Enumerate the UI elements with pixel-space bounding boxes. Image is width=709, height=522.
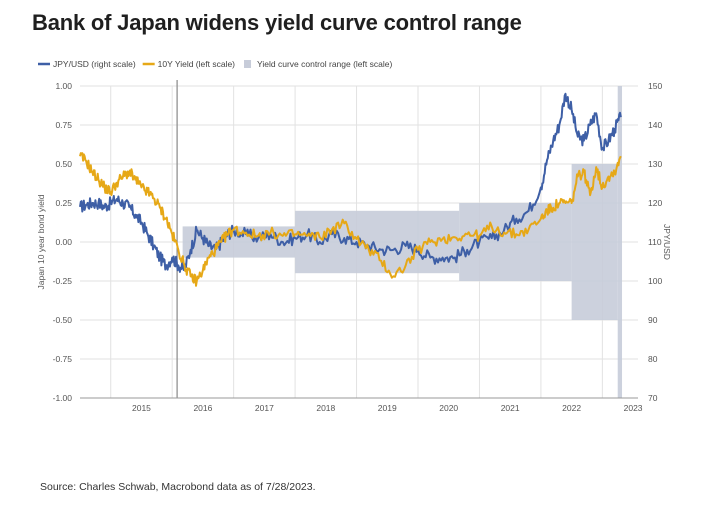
x-tick-label: 2023 — [624, 403, 643, 413]
y2-tick-label: 130 — [648, 159, 662, 169]
y2-tick-label: 140 — [648, 120, 662, 130]
y-tick-label: -1.00 — [53, 393, 73, 403]
page-title: Bank of Japan widens yield curve control… — [32, 10, 522, 35]
chart: JPY/USD (right scale) 10Y Yield (left sca… — [30, 52, 674, 422]
y-tick-label: -0.25 — [53, 276, 73, 286]
y2-tick-label: 150 — [648, 81, 662, 91]
x-tick-label: 2017 — [255, 403, 274, 413]
x-tick-label: 2020 — [439, 403, 458, 413]
series-line-yield-10y — [79, 152, 622, 287]
y2-tick-label: 70 — [648, 393, 658, 403]
legend: JPY/USD (right scale) 10Y Yield (left sca… — [38, 59, 392, 69]
legend-swatch-2 — [244, 60, 252, 68]
axes: 1.00 0.75 0.50 0.25 0.00 -0.25 -0.50 -0.75 -1.00… — [36, 81, 672, 413]
ycc-band-segment — [459, 203, 572, 281]
y2-tick-label: 110 — [648, 237, 662, 247]
y2-tick-label: 90 — [648, 315, 658, 325]
y-tick-label: 0.75 — [55, 120, 72, 130]
x-tick-label: 2016 — [193, 403, 212, 413]
y2-tick-label: 120 — [648, 198, 662, 208]
ycc-bands — [182, 86, 623, 398]
y2-tick-label: 100 — [648, 276, 662, 286]
y2-tick-label: 80 — [648, 354, 658, 364]
x-tick-label: 2015 — [132, 403, 151, 413]
y-tick-label: 1.00 — [55, 81, 72, 91]
ycc-band-segment — [617, 86, 623, 398]
x-tick-label: 2022 — [562, 403, 581, 413]
series-lines — [79, 92, 622, 287]
y-tick-label: -0.75 — [53, 354, 73, 364]
x-tick-label: 2021 — [501, 403, 520, 413]
legend-label-2: Yield curve control range (left scale) — [257, 59, 392, 69]
chart-svg: JPY/USD (right scale) 10Y Yield (left sca… — [36, 59, 672, 413]
y-tick-label: 0.00 — [55, 237, 72, 247]
y-tick-label: -0.50 — [53, 315, 73, 325]
source-note: Source: Charles Schwab, Macrobond data a… — [40, 481, 316, 493]
x-tick-label: 2018 — [316, 403, 335, 413]
y2-axis-label: JPY/USD — [662, 224, 672, 260]
y-tick-label: 0.25 — [55, 198, 72, 208]
y-tick-label: 0.50 — [55, 159, 72, 169]
legend-label-0: JPY/USD (right scale) — [53, 59, 136, 69]
x-tick-label: 2019 — [378, 403, 397, 413]
legend-label-1: 10Y Yield (left scale) — [158, 59, 235, 69]
y-axis-label: Japan 10 year bond yield — [36, 194, 46, 289]
ycc-band-segment — [571, 164, 618, 320]
